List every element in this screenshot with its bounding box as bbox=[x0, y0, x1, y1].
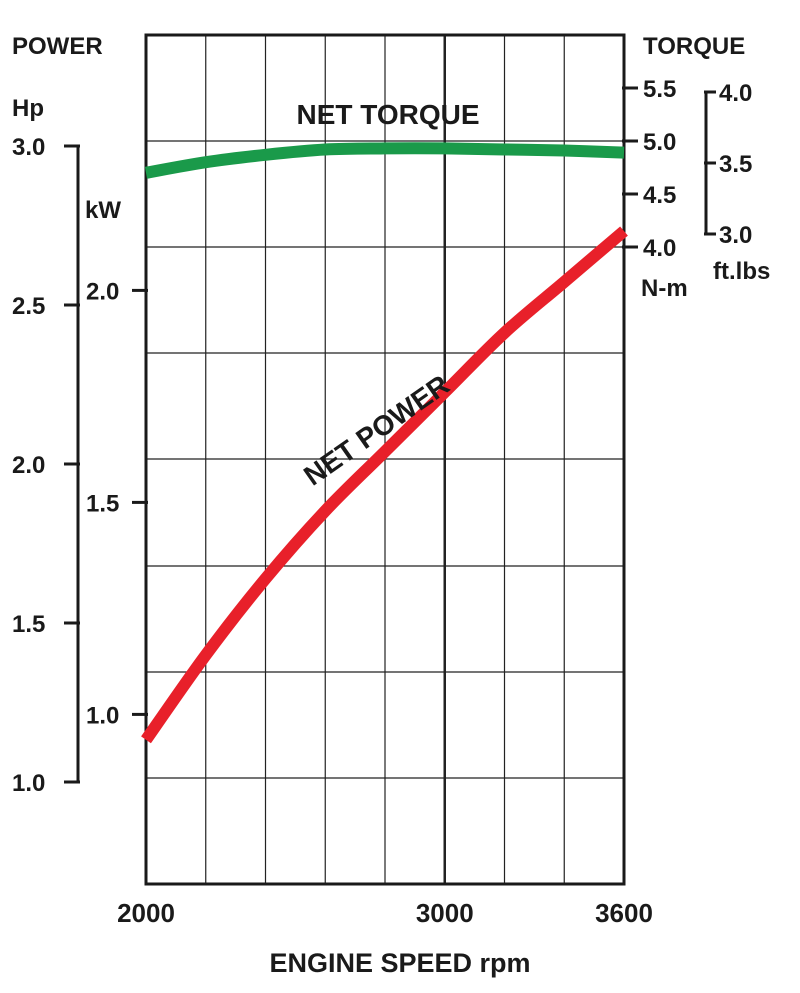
x-tick-label: 3600 bbox=[595, 898, 653, 928]
hp-unit-label: Hp bbox=[12, 95, 44, 122]
nm-tick-label: 5.5 bbox=[643, 76, 676, 103]
x-axis-label: ENGINE SPEED rpm bbox=[269, 948, 530, 978]
hp-tick-label: 2.5 bbox=[12, 293, 45, 320]
series-label-net-power: NET POWER bbox=[298, 369, 455, 492]
power-axis-title: POWER bbox=[12, 33, 103, 60]
series-layer bbox=[141, 142, 628, 744]
torque-axis-title: TORQUE bbox=[643, 33, 745, 60]
ftlbs-tick-label: 3.5 bbox=[719, 151, 752, 178]
kw-tick-label: 1.0 bbox=[86, 702, 119, 729]
hp-tick-label: 1.5 bbox=[12, 611, 45, 638]
hp-tick-label: 1.0 bbox=[12, 770, 45, 797]
ftlbs-tick-label: 3.0 bbox=[719, 222, 752, 249]
nm-tick-label: 5.0 bbox=[643, 129, 676, 156]
series-line-net-power bbox=[141, 226, 628, 744]
hp-tick-label: 3.0 bbox=[12, 134, 45, 161]
plot-frame bbox=[144, 33, 626, 886]
nm-tick-label: 4.5 bbox=[643, 182, 676, 209]
ftlbs-tick-label: 4.0 bbox=[719, 80, 752, 107]
series-line-net-torque bbox=[144, 142, 625, 179]
kw-tick-label: 1.5 bbox=[86, 490, 119, 517]
ftlbs-unit-label: ft.lbs bbox=[713, 258, 770, 285]
nm-unit-label: N-m bbox=[641, 275, 688, 302]
x-tick-label: 3000 bbox=[416, 898, 474, 928]
kw-tick-label: 2.0 bbox=[86, 278, 119, 305]
series-label-net-torque: NET TORQUE bbox=[296, 99, 479, 130]
axes-layer: 3.0 2.5 2.0 1.5 1.0 2.0 1.5 1.0 5.5 5.0 4.5 4.0 4.0 3… bbox=[12, 76, 752, 928]
x-tick-label: 2000 bbox=[117, 898, 175, 928]
hp-tick-label: 2.0 bbox=[12, 452, 45, 479]
nm-tick-label: 4.0 bbox=[643, 235, 676, 262]
kw-unit-label: kW bbox=[85, 197, 121, 224]
plot-grid bbox=[144, 33, 626, 886]
